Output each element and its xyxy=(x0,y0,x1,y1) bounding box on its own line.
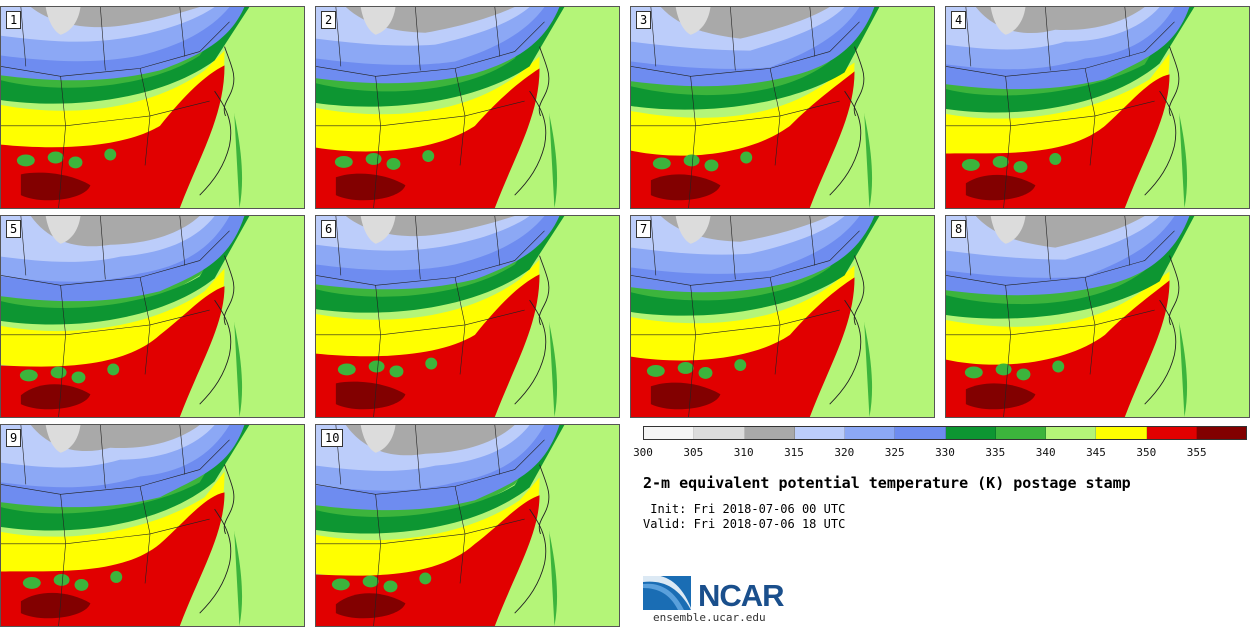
member-label: 8 xyxy=(951,220,967,238)
member-label: 5 xyxy=(6,220,22,238)
colorbar-segment xyxy=(744,427,795,439)
member-label: 3 xyxy=(636,11,652,29)
valid-time: Valid: Fri 2018-07-06 18 UTC xyxy=(643,517,846,531)
theta-e-map xyxy=(316,425,619,626)
ensemble-member-panel-6[interactable]: 6 xyxy=(315,215,620,418)
member-label: 6 xyxy=(321,220,337,238)
colorbar-tick-label: 315 xyxy=(784,446,804,459)
ncar-logo-icon xyxy=(643,575,691,610)
init-time: Init: Fri 2018-07-06 00 UTC xyxy=(643,502,846,516)
colorbar-segment xyxy=(1096,427,1147,439)
site-url: ensemble.ucar.edu xyxy=(653,611,766,624)
ensemble-member-panel-1[interactable]: 1 xyxy=(0,6,305,209)
theta-e-map xyxy=(1,216,304,417)
ensemble-member-panel-8[interactable]: 8 xyxy=(945,215,1250,418)
member-label: 10 xyxy=(321,429,344,447)
theta-e-map xyxy=(946,216,1249,417)
colorbar-tick-label: 325 xyxy=(884,446,905,459)
theta-e-map xyxy=(631,216,934,417)
ensemble-member-panel-3[interactable]: 3 xyxy=(630,6,935,209)
ensemble-member-panel-4[interactable]: 4 xyxy=(945,6,1250,209)
colorbar-tick-label: 305 xyxy=(683,446,704,459)
colorbar-segment xyxy=(895,427,946,439)
colorbar-tick-label: 300 xyxy=(633,446,653,459)
colorbar-segment xyxy=(694,427,745,439)
colorbar xyxy=(643,426,1247,440)
colorbar-segment xyxy=(794,427,845,439)
member-label: 9 xyxy=(6,429,22,447)
theta-e-map xyxy=(946,7,1249,208)
theta-e-map xyxy=(316,7,619,208)
ensemble-member-panel-5[interactable]: 5 xyxy=(0,215,305,418)
member-label: 1 xyxy=(6,11,22,29)
colorbar-segment xyxy=(1196,427,1246,439)
figure-title: 2-m equivalent potential temperature (K)… xyxy=(643,474,1131,492)
theta-e-map xyxy=(631,7,934,208)
ensemble-member-panel-2[interactable]: 2 xyxy=(315,6,620,209)
colorbar-segment xyxy=(1146,427,1197,439)
theta-e-map xyxy=(1,7,304,208)
colorbar-tick-label: 355 xyxy=(1186,446,1207,459)
member-label: 2 xyxy=(321,11,337,29)
colorbar-tick-label: 310 xyxy=(733,446,754,459)
member-label: 4 xyxy=(951,11,967,29)
colorbar-tick-label: 330 xyxy=(935,446,955,459)
ensemble-member-panel-10[interactable]: 10 xyxy=(315,424,620,627)
colorbar-segment xyxy=(644,427,695,439)
ensemble-member-panel-7[interactable]: 7 xyxy=(630,215,935,418)
colorbar-segment xyxy=(945,427,996,439)
colorbar-tick-label: 350 xyxy=(1136,446,1157,459)
colorbar-segment xyxy=(995,427,1046,439)
colorbar-tick-label: 340 xyxy=(1035,446,1056,459)
colorbar-segment xyxy=(845,427,896,439)
ensemble-member-panel-9[interactable]: 9 xyxy=(0,424,305,627)
colorbar-tick-label: 335 xyxy=(985,446,1006,459)
member-label: 7 xyxy=(636,220,652,238)
theta-e-map xyxy=(316,216,619,417)
colorbar-tick-label: 345 xyxy=(1086,446,1106,459)
colorbar-tick-label: 320 xyxy=(834,446,855,459)
ncar-logo-text: NCAR xyxy=(698,578,785,613)
colorbar-segment xyxy=(1046,427,1097,439)
theta-e-map xyxy=(1,425,304,626)
